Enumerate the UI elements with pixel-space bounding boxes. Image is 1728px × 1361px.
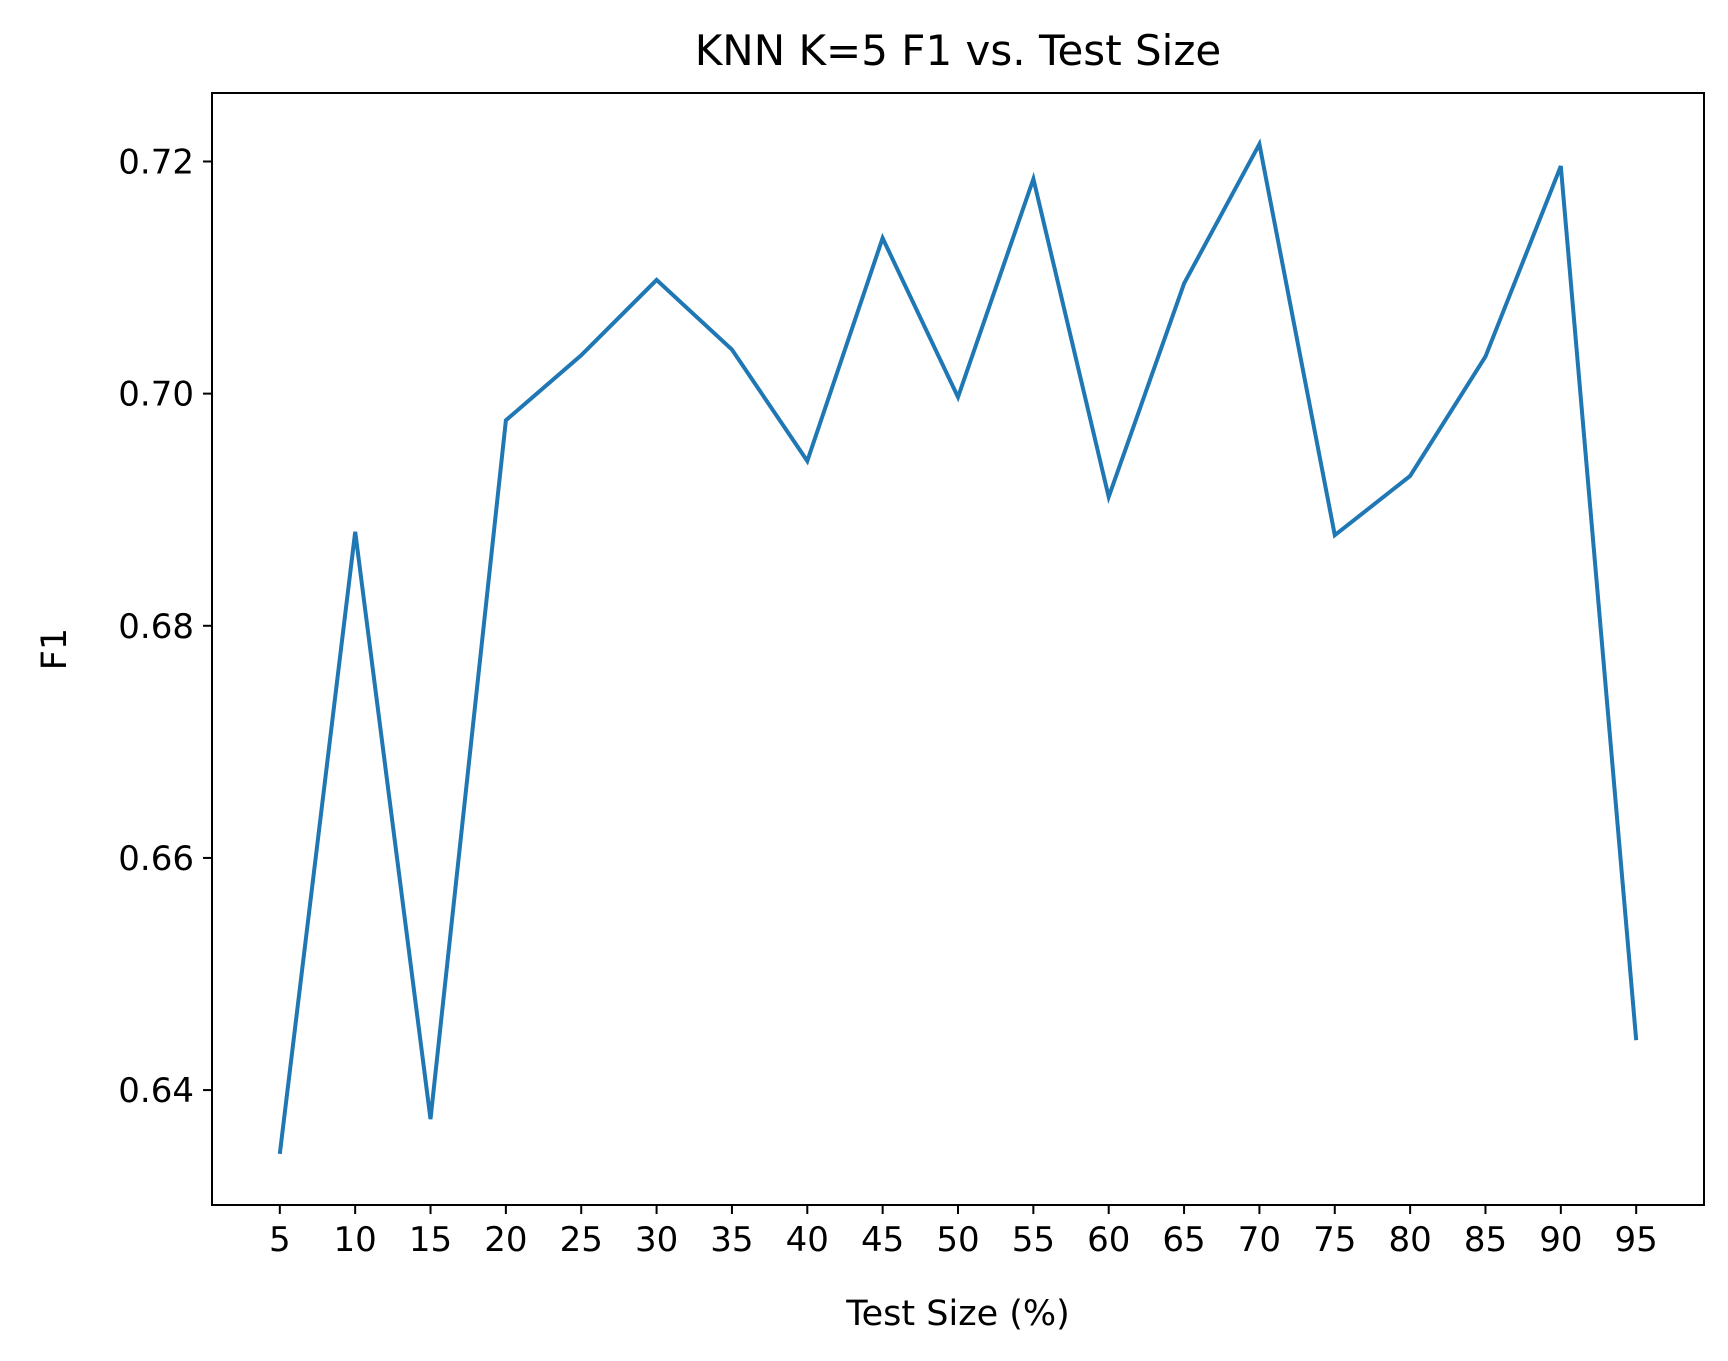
x-tick-label: 20	[484, 1220, 527, 1260]
y-tick-label: 0.66	[118, 839, 194, 879]
chart-title: KNN K=5 F1 vs. Test Size	[695, 26, 1221, 75]
y-tick-label: 0.70	[118, 375, 194, 415]
y-tick-label: 0.68	[118, 607, 194, 647]
tick-labels: 5 10 15 20 25 30 35 40 45 50 55 60 65 70 75 80 85 90 95 0.6…	[118, 142, 1658, 1260]
x-tick-label: 40	[786, 1220, 829, 1260]
x-tick-label: 65	[1162, 1220, 1205, 1260]
x-tick-label: 15	[409, 1220, 452, 1260]
x-tick-label: 10	[334, 1220, 377, 1260]
tick-marks	[203, 160, 1638, 1214]
x-tick-label: 95	[1615, 1220, 1658, 1260]
x-tick-label: 60	[1087, 1220, 1130, 1260]
x-tick-label: 45	[861, 1220, 904, 1260]
x-tick-label: 70	[1238, 1220, 1281, 1260]
x-tick-label: 25	[560, 1220, 603, 1260]
x-tick-label: 5	[269, 1220, 291, 1260]
x-tick-label: 80	[1388, 1220, 1431, 1260]
x-tick-label: 85	[1464, 1220, 1507, 1260]
x-tick-label: 35	[710, 1220, 753, 1260]
y-tick-label: 0.72	[118, 142, 194, 182]
x-tick-label: 30	[635, 1220, 678, 1260]
x-axis-label: Test Size (%)	[845, 1294, 1070, 1334]
x-tick-label: 90	[1539, 1220, 1582, 1260]
x-tick-label: 55	[1012, 1220, 1055, 1260]
y-axis-label: F1	[35, 628, 75, 670]
plot-frame	[211, 92, 1705, 1206]
series-line	[277, 138, 1639, 1155]
series-layer	[277, 138, 1639, 1155]
y-tick-label: 0.64	[118, 1071, 194, 1111]
x-tick-label: 75	[1313, 1220, 1356, 1260]
x-tick-label: 50	[936, 1220, 979, 1260]
